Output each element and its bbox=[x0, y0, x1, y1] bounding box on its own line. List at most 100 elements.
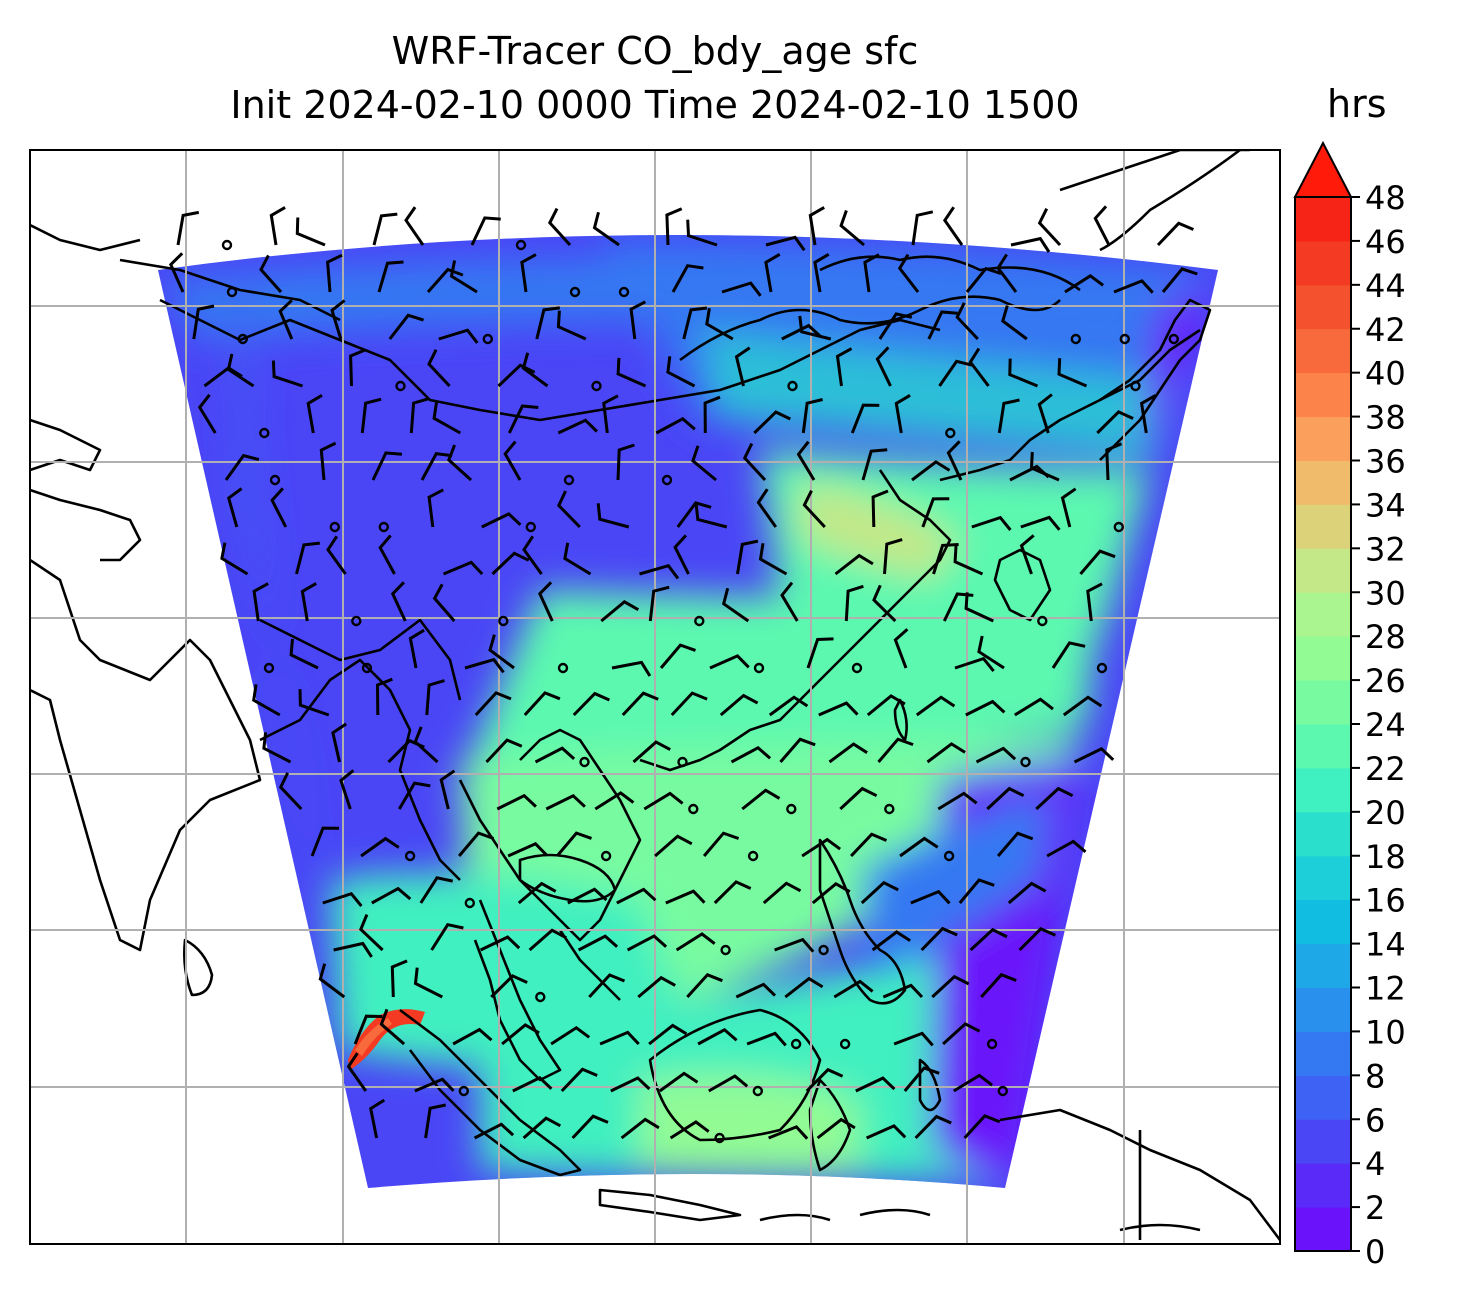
wind-barb bbox=[971, 515, 1012, 531]
wind-barb bbox=[349, 348, 366, 387]
wind-barb bbox=[632, 740, 671, 764]
wind-barb bbox=[931, 974, 970, 999]
calm-wind-marker bbox=[839, 1038, 851, 1050]
wind-barb bbox=[424, 1103, 447, 1139]
wind-barb bbox=[413, 967, 443, 999]
wind-barb bbox=[1062, 695, 1103, 717]
wind-barb bbox=[571, 1114, 609, 1140]
wind-barb bbox=[953, 545, 984, 576]
wind-barb bbox=[675, 932, 716, 952]
calm-wind-marker bbox=[818, 944, 829, 956]
wind-barb bbox=[289, 638, 319, 670]
wind-barb bbox=[259, 254, 283, 293]
colorbar-segment bbox=[1295, 1207, 1351, 1252]
wind-barb bbox=[176, 210, 200, 246]
calm-wind-marker bbox=[1070, 333, 1082, 345]
wind-barb bbox=[932, 543, 959, 575]
wind-barb bbox=[963, 1114, 1001, 1140]
colorbar-tick-label: 32 bbox=[1365, 530, 1406, 568]
wind-barb bbox=[588, 973, 626, 999]
wind-barb bbox=[1019, 534, 1035, 575]
wind-barb bbox=[713, 880, 752, 905]
wind-barb bbox=[697, 1027, 738, 1046]
wind-barb bbox=[1001, 305, 1028, 341]
wind-barb bbox=[665, 207, 683, 246]
wind-barb bbox=[850, 403, 880, 434]
calm-wind-marker bbox=[557, 662, 569, 674]
wind-barb bbox=[545, 793, 586, 811]
wind-barb bbox=[878, 312, 913, 340]
wind-barb bbox=[404, 206, 425, 246]
wind-barb bbox=[432, 583, 456, 622]
wind-barb bbox=[986, 786, 1025, 811]
colorbar-segment bbox=[1295, 416, 1351, 461]
colorbar-extend-arrow bbox=[1293, 140, 1353, 198]
wind-barb bbox=[452, 1027, 493, 1046]
wind-barb bbox=[371, 451, 403, 481]
wind-barb bbox=[560, 1067, 598, 1093]
wind-barb bbox=[326, 535, 347, 575]
wind-barb bbox=[969, 927, 1008, 952]
wind-barb bbox=[730, 745, 772, 764]
colorbar-segment bbox=[1295, 328, 1351, 374]
colorbar-segment bbox=[1295, 1031, 1351, 1076]
wind-barb bbox=[691, 445, 717, 482]
colorbar-tick-label: 40 bbox=[1365, 355, 1406, 393]
calm-wind-marker bbox=[259, 427, 270, 439]
wind-barb bbox=[968, 347, 990, 387]
calm-wind-marker bbox=[790, 1038, 802, 1050]
wind-barb bbox=[557, 418, 598, 435]
calm-wind-marker bbox=[694, 615, 705, 627]
colorbar-segment bbox=[1295, 899, 1351, 945]
colorbar-tick-label: 30 bbox=[1365, 574, 1406, 612]
wind-barb bbox=[648, 1023, 688, 1046]
wind-barb bbox=[414, 1077, 455, 1093]
wind-barb bbox=[910, 889, 951, 905]
wind-barb bbox=[319, 441, 337, 481]
wind-barb bbox=[300, 582, 317, 622]
wind-barb bbox=[318, 963, 346, 999]
calm-wind-marker bbox=[752, 1085, 763, 1097]
wind-barb bbox=[736, 539, 759, 575]
wind-barb bbox=[742, 442, 767, 482]
wind-barb bbox=[953, 1073, 994, 1093]
wind-barb bbox=[871, 489, 889, 528]
wind-barb bbox=[295, 541, 320, 575]
wind-barb bbox=[306, 394, 323, 434]
wind-barb bbox=[768, 695, 809, 717]
wind-barb bbox=[599, 1030, 640, 1046]
calm-wind-marker bbox=[226, 286, 238, 298]
wind-barb bbox=[1105, 442, 1123, 481]
wind-barb bbox=[955, 302, 979, 341]
wind-barb bbox=[322, 891, 363, 908]
wind-barb bbox=[942, 1022, 981, 1046]
wind-barb bbox=[774, 937, 815, 953]
calm-wind-marker bbox=[263, 662, 275, 674]
wind-barb bbox=[377, 260, 404, 293]
colorbar-segment bbox=[1295, 767, 1351, 813]
calm-wind-marker bbox=[329, 521, 340, 533]
colorbar-segment bbox=[1295, 197, 1351, 242]
calm-wind-marker bbox=[1113, 521, 1125, 533]
wind-barb bbox=[801, 837, 841, 858]
wind-barb bbox=[735, 982, 777, 999]
wind-barb bbox=[764, 253, 781, 293]
wind-barb bbox=[942, 206, 964, 246]
wind-barb bbox=[1064, 273, 1104, 294]
wind-barb bbox=[658, 1071, 699, 1093]
wind-barb bbox=[398, 781, 431, 810]
wind-barb bbox=[503, 440, 522, 481]
colorbar-tick-label: 14 bbox=[1365, 926, 1406, 964]
wind-barb bbox=[721, 281, 762, 297]
wind-barb bbox=[1113, 279, 1154, 294]
calm-wind-marker bbox=[714, 1132, 725, 1144]
wind-barb bbox=[464, 657, 505, 674]
wind-barb bbox=[310, 826, 340, 857]
wind-barb bbox=[220, 542, 249, 576]
colorbar-segment bbox=[1295, 724, 1351, 769]
calm-wind-marker bbox=[1020, 756, 1031, 768]
colorbar-tick-label: 34 bbox=[1365, 486, 1406, 524]
wind-barb bbox=[865, 1124, 907, 1140]
wind-barb bbox=[741, 788, 781, 811]
